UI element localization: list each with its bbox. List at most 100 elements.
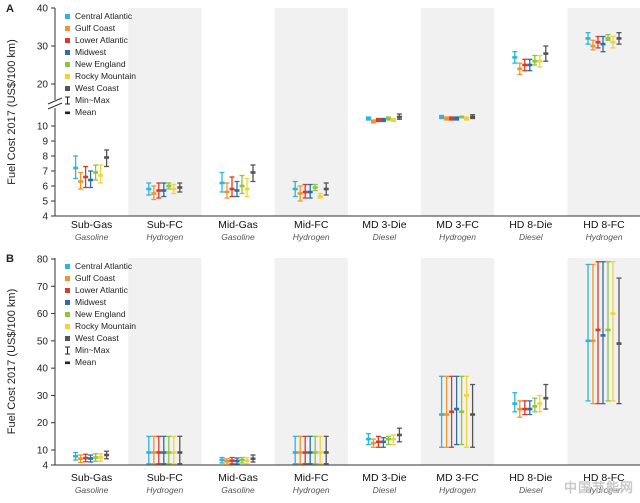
legend-swatch	[65, 38, 70, 43]
errorbar-mean	[161, 451, 167, 454]
category-fuel-label: Gasoline	[221, 232, 255, 242]
errorbar-mean	[302, 451, 308, 454]
category-label: Sub-FC	[147, 472, 184, 484]
errorbar-mean	[390, 118, 396, 122]
errorbar-mean	[317, 195, 323, 198]
axis-break-mark	[47, 97, 63, 105]
y-tick-label: 30	[37, 42, 49, 53]
errorbar-mean	[396, 433, 402, 437]
y-tick-label: 8	[42, 152, 48, 163]
legend-label: Lower Atlantic	[75, 35, 129, 45]
category-label: MD 3-FC	[436, 219, 479, 231]
errorbar-mean	[470, 115, 476, 119]
errorbar-mean	[177, 451, 183, 454]
errorbar-mean	[439, 115, 445, 119]
errorbar-mean	[297, 451, 303, 454]
errorbar-mean	[73, 166, 79, 170]
errorbar-mean	[365, 437, 371, 441]
category-shade	[128, 8, 202, 216]
category-shade	[567, 258, 640, 465]
category-fuel-label: Hydrogen	[586, 232, 623, 242]
legend-mean-label: Mean	[75, 357, 97, 367]
legend-minmax-label: Min~Max	[75, 95, 110, 105]
y-tick-label: 4	[42, 212, 48, 223]
legend-swatch	[65, 86, 70, 91]
errorbar-mean	[464, 117, 470, 120]
legend-swatch	[65, 264, 70, 269]
category-label: MD 3-FC	[436, 472, 479, 484]
errorbar-mean	[595, 328, 601, 332]
errorbar-mean	[543, 52, 549, 55]
category-fuel-label: Hydrogen	[293, 485, 330, 495]
category-fuel-label: Diesel	[519, 485, 544, 495]
category-fuel-label: Gasoline	[221, 485, 255, 495]
legend-mean-symbol	[65, 361, 70, 365]
errorbar-mean	[219, 181, 225, 185]
errorbar-mean	[224, 190, 230, 194]
y-tick-label: 70	[37, 282, 49, 293]
errorbar-mean	[590, 44, 596, 48]
legend-mean-symbol	[65, 111, 70, 115]
category-shade	[567, 8, 640, 216]
category-label: Sub-Gas	[71, 472, 112, 484]
errorbar-mean	[229, 459, 235, 463]
errorbar-mean	[454, 117, 460, 120]
errorbar-mean	[600, 334, 606, 337]
errorbar-mean	[234, 459, 240, 463]
errorbar-mean	[312, 186, 318, 189]
errorbar-mean	[585, 339, 591, 343]
errorbar-mean	[323, 187, 329, 191]
y-tick-label: 20	[37, 80, 49, 91]
errorbar-mean	[234, 189, 240, 192]
errorbar-mean	[370, 441, 376, 445]
errorbar-mean	[532, 405, 538, 408]
legend-swatch	[65, 14, 70, 19]
errorbar-mean	[151, 451, 157, 454]
errorbar-mean	[166, 451, 172, 454]
legend-label: Lower Atlantic	[75, 285, 129, 295]
errorbar-mean	[73, 454, 79, 458]
errorbar-mean	[156, 451, 162, 454]
errorbar-mean	[396, 115, 402, 119]
errorbar-mean	[146, 187, 152, 191]
errorbar-mean	[239, 458, 245, 462]
category-label: HD 8-FC	[583, 472, 625, 484]
category-label: MD 3-Die	[362, 472, 406, 484]
errorbar-mean	[317, 451, 323, 454]
errorbar-mean	[104, 453, 110, 457]
errorbar-mean	[292, 187, 298, 191]
errorbar-mean	[365, 117, 371, 120]
category-label: HD 8-Die	[509, 472, 552, 484]
y-tick-label: 6	[42, 182, 48, 193]
errorbar-mean	[88, 457, 94, 460]
errorbar-mean	[312, 451, 318, 454]
y-tick-label: 40	[37, 4, 49, 15]
category-fuel-label: Hydrogen	[586, 485, 623, 495]
category-fuel-label: Gasoline	[75, 485, 109, 495]
legend-label: Rocky Mountain	[75, 71, 136, 81]
y-axis-label: Fuel Cost 2017 (US$/100 km)	[6, 289, 18, 435]
errorbar-mean	[605, 37, 611, 40]
errorbar-mean	[380, 440, 386, 444]
y-tick-label: 4	[42, 461, 48, 472]
errorbar-mean	[244, 459, 250, 462]
errorbar-mean	[244, 187, 250, 191]
errorbar-mean	[449, 117, 455, 120]
category-label: Sub-FC	[147, 219, 184, 231]
errorbar-mean	[161, 189, 167, 192]
errorbar-mean	[171, 187, 177, 191]
errorbar-mean	[605, 328, 611, 332]
category-shade	[274, 258, 348, 465]
category-fuel-label: Hydrogen	[146, 485, 183, 495]
errorbar-mean	[459, 115, 465, 119]
category-fuel-label: Gasoline	[75, 232, 109, 242]
y-tick-label: 9	[42, 137, 48, 148]
errorbar-mean	[543, 396, 549, 400]
category-label: HD 8-FC	[583, 219, 625, 231]
errorbar-mean	[512, 402, 518, 405]
legend-swatch	[65, 74, 70, 79]
panel-label: B	[6, 253, 14, 265]
errorbar-mean	[537, 402, 543, 405]
errorbar-mean	[93, 456, 99, 459]
